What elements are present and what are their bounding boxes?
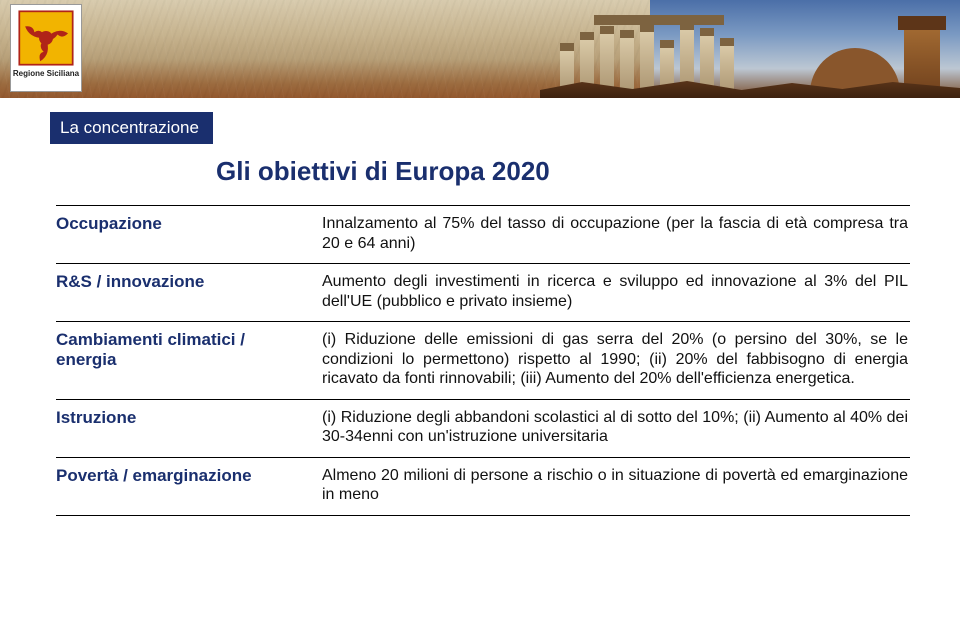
slide-content: La concentrazione Gli obiettivi di Europ… bbox=[0, 98, 960, 516]
objectives-table: Occupazione Innalzamento al 75% del tass… bbox=[56, 205, 910, 516]
row-text: (i) Riduzione degli abbandoni scolastici… bbox=[322, 399, 910, 457]
row-text: Innalzamento al 75% del tasso di occupaz… bbox=[322, 206, 910, 264]
header-banner: Regione Siciliana bbox=[0, 0, 960, 98]
row-text: Almeno 20 milioni di persone a rischio o… bbox=[322, 457, 910, 515]
trinacria-icon bbox=[17, 9, 75, 67]
table-row: Povertà / emarginazione Almeno 20 milion… bbox=[56, 457, 910, 515]
table-row: R&S / innovazione Aumento degli investim… bbox=[56, 264, 910, 322]
row-text: (i) Riduzione delle emissioni di gas ser… bbox=[322, 322, 910, 400]
row-label: Occupazione bbox=[56, 206, 322, 264]
row-label: Cambiamenti climatici / energia bbox=[56, 322, 322, 400]
section-tag: La concentrazione bbox=[50, 112, 213, 144]
table-row: Istruzione (i) Riduzione degli abbandoni… bbox=[56, 399, 910, 457]
row-label: Istruzione bbox=[56, 399, 322, 457]
table-row: Cambiamenti climatici / energia (i) Ridu… bbox=[56, 322, 910, 400]
row-label: Povertà / emarginazione bbox=[56, 457, 322, 515]
row-text: Aumento degli investimenti in ricerca e … bbox=[322, 264, 910, 322]
row-label: R&S / innovazione bbox=[56, 264, 322, 322]
page-title: Gli obiettivi di Europa 2020 bbox=[216, 156, 936, 187]
region-logo: Regione Siciliana bbox=[10, 4, 82, 92]
logo-caption: Regione Siciliana bbox=[13, 69, 79, 78]
table-row: Occupazione Innalzamento al 75% del tass… bbox=[56, 206, 910, 264]
